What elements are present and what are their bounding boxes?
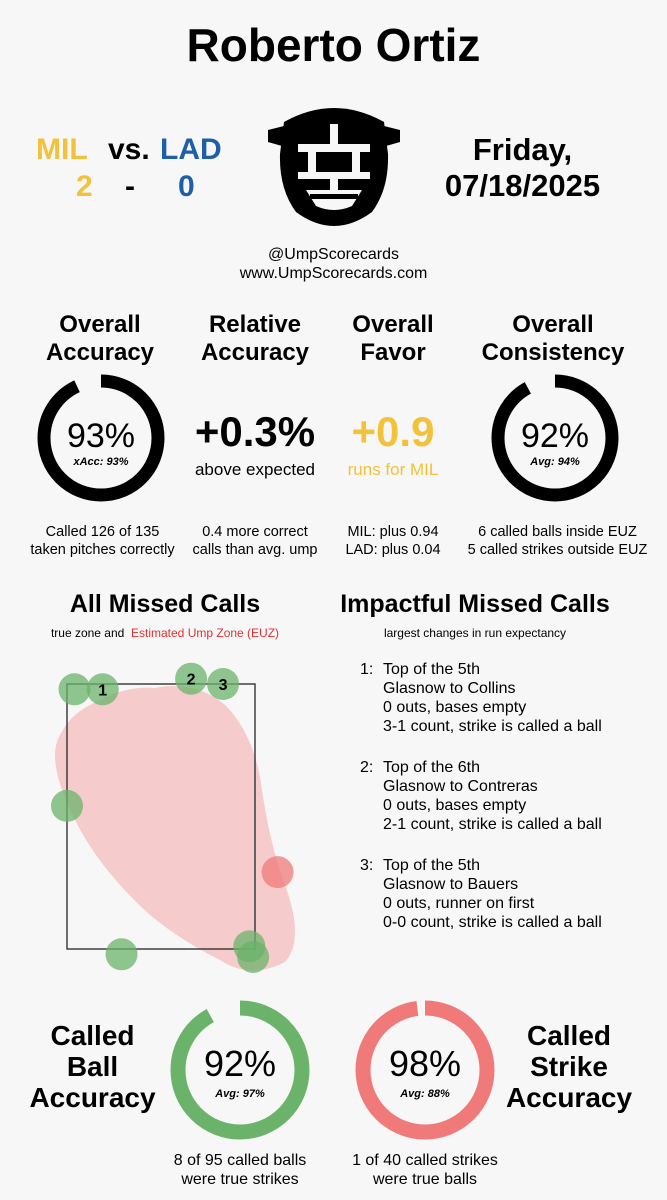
overall-accuracy-xacc: xAcc: 93% (73, 456, 129, 468)
missed-call-label-3: 3 (219, 677, 228, 694)
score-dash: - (125, 170, 135, 203)
missed-call-point-0-7 (237, 940, 270, 973)
called-strike-avg: Avg: 88% (400, 1088, 450, 1100)
missed-calls-legend: true zone and Estimated Ump Zone (EUZ) (50, 626, 280, 640)
overall-consistency-pct: 92% (520, 417, 590, 455)
overall-favor-note: MIL: plus 0.94 LAD: plus 0.04 (345, 524, 441, 558)
overall-favor-sub: runs for MIL (347, 460, 439, 479)
overall-consistency-ring (491, 374, 619, 502)
overall-favor-value: +0.9 (351, 408, 435, 455)
overall-accuracy-heading: Overall Accuracy (45, 311, 155, 366)
home-team: LAD (160, 133, 222, 166)
impactful-calls-title: Impactful Missed Calls (340, 590, 610, 618)
umpire-name: Roberto Ortiz (186, 19, 481, 71)
vs-label: vs. (108, 133, 150, 166)
euz-zone (55, 686, 295, 971)
called-strike-note: 1 of 40 called strikes were true balls (352, 1152, 498, 1188)
called-strike-accuracy-heading: Called Strike Accuracy (505, 1020, 633, 1113)
missed-calls-plot: 1 2 3 (51, 662, 295, 973)
umpire-mask-icon (268, 108, 400, 226)
missed-call-point-1-0 (261, 856, 294, 889)
overall-accuracy-ring (37, 374, 165, 502)
missed-call-label-2: 2 (187, 672, 196, 689)
missed-call-point-0-1 (86, 673, 119, 706)
impactful-calls-sub: largest changes in run expectancy (383, 626, 567, 640)
game-date: 07/18/2025 (444, 168, 601, 203)
called-ball-note: 8 of 95 called balls were true strikes (173, 1152, 307, 1188)
impactful-call-1: 1: Top of the 5th Glasnow to Collins 0 ou… (360, 661, 602, 735)
away-score: 2 (76, 170, 93, 203)
overall-favor-heading: Overall Favor (352, 311, 434, 366)
missed-call-point-0-2 (175, 662, 208, 695)
website-link[interactable]: www.UmpScorecards.com (239, 265, 428, 282)
called-strike-accuracy-ring (355, 1000, 495, 1140)
relative-accuracy-value: +0.3% (194, 408, 316, 455)
relative-accuracy-heading: Relative Accuracy (200, 311, 310, 366)
missed-call-label-1: 1 (98, 682, 107, 699)
called-ball-avg: Avg: 97% (215, 1088, 265, 1100)
twitter-handle[interactable]: @UmpScorecards (268, 246, 399, 263)
overall-consistency-heading: Overall Consistency (481, 311, 625, 366)
called-ball-accuracy-ring (170, 1000, 310, 1140)
relative-accuracy-sub: above expected (194, 460, 316, 479)
overall-consistency-note: 6 called balls inside EUZ 5 called strike… (467, 524, 648, 558)
overall-accuracy-note: Called 126 of 135 taken pitches correctly (30, 524, 175, 558)
missed-call-point-0-4 (51, 789, 83, 822)
called-ball-pct: 92% (203, 1043, 277, 1084)
impactful-call-2: 2: Top of the 6th Glasnow to Contreras 0 … (360, 759, 602, 833)
called-strike-pct: 98% (388, 1043, 462, 1084)
missed-calls-title: All Missed Calls (69, 590, 261, 618)
missed-call-point-0-5 (105, 938, 138, 971)
game-day: Friday, (472, 132, 573, 167)
missed-call-point-0-0 (58, 673, 91, 706)
missed-call-point-0-3 (207, 668, 240, 700)
impactful-call-3: 3: Top of the 5th Glasnow to Bauers 0 out… (360, 857, 602, 931)
relative-accuracy-note: 0.4 more correct calls than avg. ump (192, 524, 318, 558)
overall-consistency-avg: Avg: 94% (530, 456, 580, 468)
euz-legend-label: Estimated Ump Zone (EUZ) (131, 626, 280, 640)
away-team: MIL (36, 133, 88, 166)
overall-accuracy-pct: 93% (66, 417, 136, 455)
called-ball-accuracy-heading: Called Ball Accuracy (29, 1020, 156, 1113)
home-score: 0 (178, 170, 195, 203)
